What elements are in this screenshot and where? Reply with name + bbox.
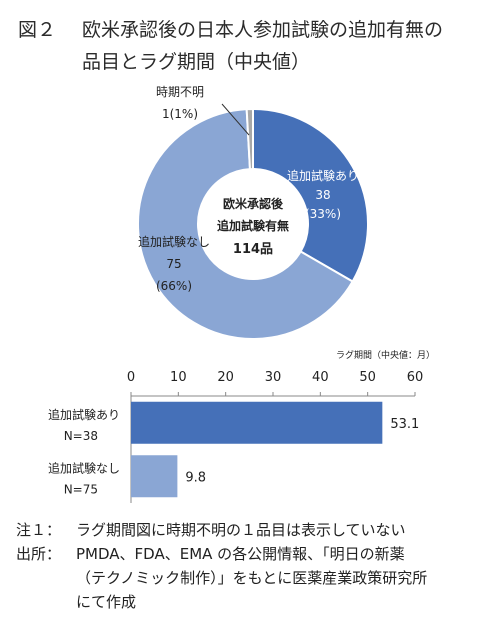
label-unknown-timing-name: 時期不明 (156, 85, 204, 99)
bar-value-label: 53.1 (390, 417, 419, 432)
category-count-label: N=75 (64, 482, 98, 496)
category-label: 追加試験あり (48, 407, 120, 422)
source-line-1: PMDA、FDA、EMA の各公開情報、「明日の新薬 (76, 545, 405, 563)
title-line-1: 欧米承認後の日本人参加試験の追加有無の (82, 19, 444, 41)
donut-center-line-1: 欧米承認後 (223, 196, 284, 211)
source-line-2: （テクノミック制作）」をもとに医薬産業政策研究所 (76, 569, 428, 587)
x-tick-label: 20 (217, 370, 234, 385)
bar-value-label: 9.8 (185, 470, 206, 485)
bar-chart: ラグ期間（中央値：月） 0 10 20 30 40 50 60 53.1 追加試験あり N=38 9.… (48, 349, 435, 503)
donut-center-total: 114品 (233, 242, 273, 257)
x-tick-label: 60 (407, 370, 424, 385)
label-with-added-trial-percent: (33%) (305, 207, 341, 221)
slice-with-added-trial (252, 107, 369, 283)
note-1-text: ラグ期間図に時期不明の１品目は表示していない (76, 521, 406, 539)
note-source-key: 出所： (16, 545, 62, 563)
source-line-3: にて作成 (76, 593, 137, 611)
x-tick-label: 40 (312, 370, 329, 385)
x-tick-label: 0 (127, 370, 135, 385)
label-without-added-trial-percent: (66%) (156, 279, 192, 293)
bar-axis-unit-label: ラグ期間（中央値：月） (336, 349, 435, 361)
x-tick-label: 50 (359, 370, 376, 385)
unknown-timing-leader-line (221, 103, 250, 136)
category-count-label: N=38 (64, 429, 98, 443)
figure-title: 図２ 欧米承認後の日本人参加試験の追加有無の 品目とラグ期間（中央値） (18, 14, 488, 78)
figure-number: 図２ (18, 19, 57, 41)
category-label: 追加試験なし (48, 460, 120, 475)
slice-unknown-timing (245, 107, 254, 171)
title-line-2: 品目とラグ期間（中央値） (82, 51, 311, 73)
label-without-added-trial-name: 追加試験なし (138, 234, 210, 249)
donut-center-line-2: 追加試験有無 (217, 218, 289, 233)
x-tick-label: 30 (265, 370, 282, 385)
bar (131, 455, 178, 498)
bar (131, 401, 383, 444)
note-1-key: 注１： (16, 521, 62, 539)
notes: 注１： ラグ期間図に時期不明の１品目は表示していない 出所： PMDA、FDA、… (16, 518, 491, 614)
slice-without-added-trial (137, 108, 354, 340)
label-with-added-trial-value: 38 (315, 188, 330, 202)
label-unknown-timing-value: 1(1%) (162, 107, 198, 121)
label-with-added-trial-name: 追加試験あり (287, 168, 359, 183)
note-source: 出所： PMDA、FDA、EMA の各公開情報、「明日の新薬 （テクノミック制作… (16, 542, 491, 614)
note-1: 注１： ラグ期間図に時期不明の１品目は表示していない (16, 518, 491, 542)
x-tick-label: 10 (170, 370, 187, 385)
label-without-added-trial-value: 75 (166, 257, 181, 271)
chart-area: 欧米承認後追加試験有無114品追加試験あり38(33%)追加試験なし75(66%… (48, 85, 435, 503)
